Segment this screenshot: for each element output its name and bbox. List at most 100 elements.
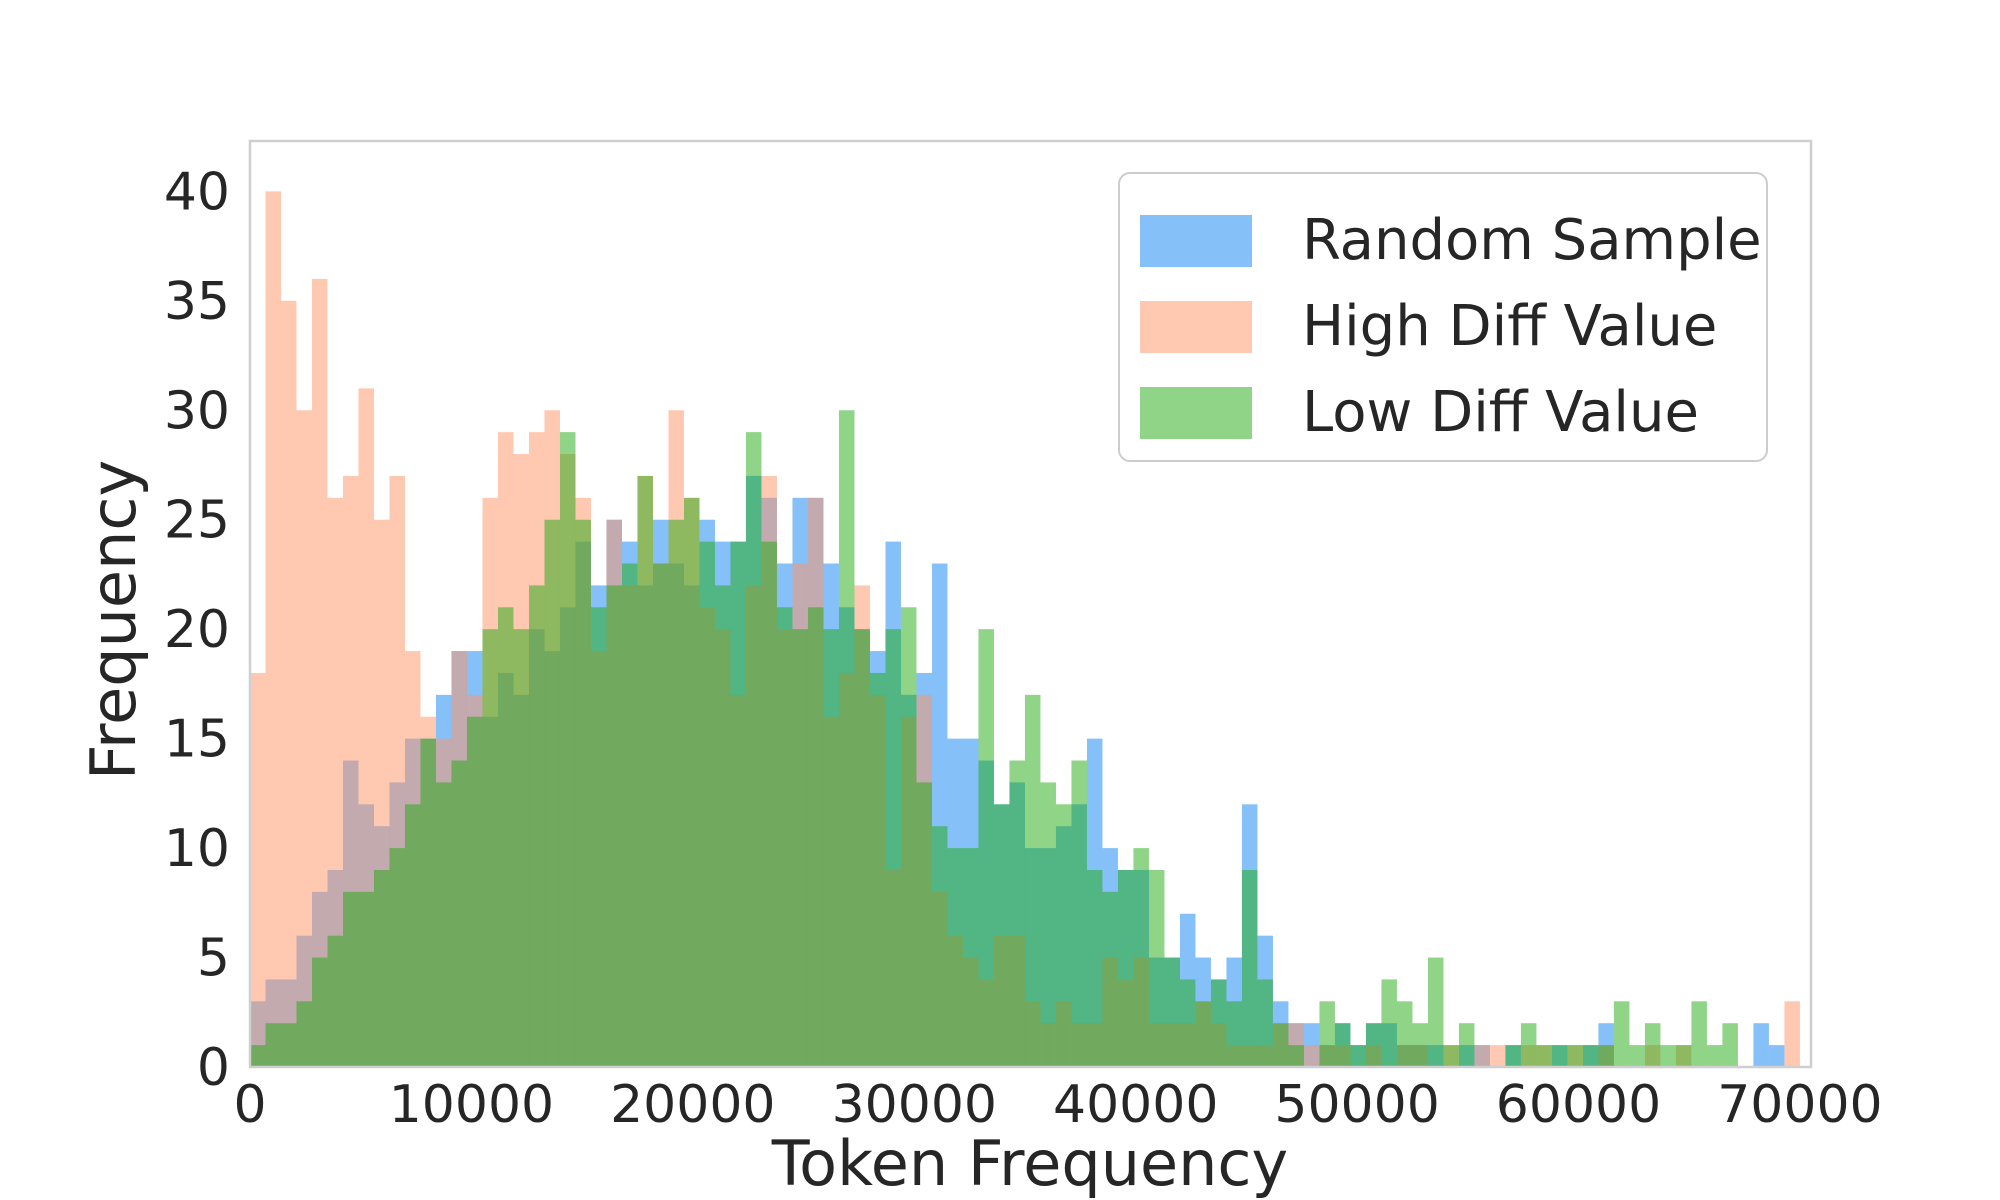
bar [1334,1023,1351,1067]
bar [683,497,700,1068]
bar [1365,1023,1382,1067]
bar [699,541,715,1067]
legend-swatch-high-diff-value [1140,301,1252,353]
bar [807,607,824,1067]
x-tick-label: 60000 [1496,1075,1661,1135]
x-tick-label: 50000 [1274,1075,1439,1135]
bar [1722,1023,1738,1067]
bar [745,432,762,1067]
bar [327,935,343,1067]
bar [1613,1001,1630,1067]
y-tick-label: 15 [164,710,230,770]
bar [590,607,607,1067]
bar [947,848,963,1067]
bar [265,1023,281,1067]
bar [296,410,312,1067]
bar [575,519,591,1067]
bar [1241,869,1258,1067]
bar [466,716,483,1067]
bar [1629,1045,1645,1067]
bar [652,563,669,1067]
bar [931,826,948,1067]
x-tick-label: 20000 [610,1075,775,1135]
bar [1768,1045,1785,1067]
bar [1164,957,1180,1067]
bar [1257,979,1273,1067]
bar [1474,1045,1490,1067]
bar [312,278,328,1067]
y-tick-labels: 0 5 10 15 20 25 30 35 40 [164,162,230,1098]
bar [482,629,498,1067]
bar [1055,804,1072,1067]
bar [962,848,979,1067]
bar [404,804,421,1067]
bar [544,519,560,1067]
y-tick-label: 10 [164,819,230,879]
bar [1071,760,1087,1067]
bar [420,738,436,1067]
y-tick-label: 35 [164,272,230,332]
bar [1520,1023,1537,1067]
bar [265,191,281,1068]
bar [1536,1045,1552,1067]
bar [1288,1045,1304,1067]
bar [1009,760,1025,1067]
bar [250,1045,266,1067]
bar [1024,694,1041,1067]
y-tick-label: 25 [164,491,230,551]
bar [1582,1045,1599,1067]
bar [1412,1023,1428,1067]
bar [1226,1001,1242,1067]
bar [668,519,684,1067]
bar [1753,1023,1769,1067]
legend-swatch-low-diff-value [1140,387,1252,439]
plot-frame [248,139,1813,1069]
y-tick-label: 40 [164,162,230,222]
y-tick-label: 0 [197,1038,230,1098]
bar [792,629,808,1067]
bar [1179,979,1196,1067]
bar [1675,1045,1692,1067]
bar [761,541,777,1067]
bar [1117,869,1134,1067]
bar [1319,1001,1335,1067]
bar [1102,891,1118,1067]
bar [1551,1045,1568,1067]
bar [1706,1045,1723,1067]
bar [296,1001,312,1067]
bar [1458,1023,1475,1067]
bar [993,804,1010,1067]
bar [621,563,638,1067]
y-axis-label: Frequency [77,460,150,780]
bar [1505,1045,1521,1067]
bar [281,300,297,1067]
bar [730,541,746,1067]
legend-item-high-diff-value: High Diff Value [1140,284,1766,370]
bar [916,782,932,1067]
x-tick-label: 40000 [1053,1075,1218,1135]
bar [1443,1045,1459,1067]
bar [1133,848,1149,1067]
bar [885,629,901,1067]
bar [373,869,390,1067]
bar [1427,957,1444,1067]
bar [1350,1045,1366,1067]
bar [1784,1001,1800,1067]
bar [1040,782,1056,1067]
x-tick-label: 0 [233,1075,266,1135]
bar [978,629,994,1067]
bar [1489,1045,1506,1067]
y-tick-label: 5 [197,929,230,989]
bar [513,629,529,1067]
bar [1381,979,1397,1067]
bar [1691,1001,1707,1067]
bar [1148,869,1165,1067]
x-tick-labels: 0 10000 20000 30000 40000 50000 60000 70000 [233,1075,1882,1135]
bar [435,782,452,1067]
bar [497,607,514,1067]
legend-swatch-random-sample [1140,215,1252,267]
bar [327,497,343,1068]
bar [528,585,545,1067]
